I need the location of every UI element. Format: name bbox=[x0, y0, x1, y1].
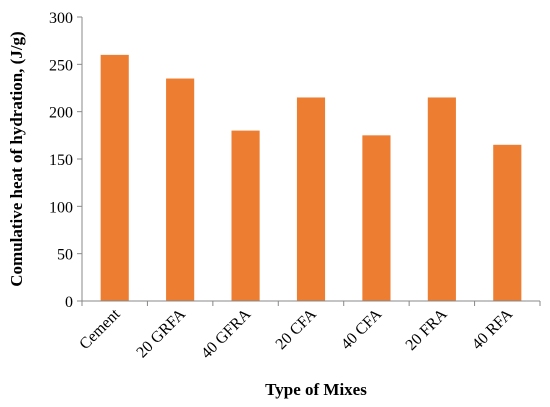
x-tick-label: 20 GRFA bbox=[133, 305, 189, 361]
x-axis-ticks: Cement 20 GRFA 40 GFRA 20 CFA 40 CFA 20 FRA 40… bbox=[76, 301, 541, 362]
x-tick-label: 40 GFRA bbox=[198, 305, 255, 362]
bar-20-grfa bbox=[166, 78, 195, 302]
bar-20-cfa bbox=[296, 97, 326, 301]
y-tick-label: 100 bbox=[49, 199, 73, 216]
y-tick-label: 300 bbox=[49, 10, 73, 27]
y-tick-label: 250 bbox=[49, 57, 73, 74]
y-tick-label: 0 bbox=[65, 294, 73, 311]
bar-20-fra bbox=[427, 97, 456, 301]
bar-cement bbox=[100, 54, 129, 301]
x-tick-label: 20 CFA bbox=[272, 305, 320, 353]
x-tick-label: Cement bbox=[76, 305, 124, 353]
x-tick-label: 40 CFA bbox=[338, 305, 386, 353]
x-tick-label: 40 RFA bbox=[469, 305, 517, 353]
bar-40-cfa bbox=[362, 135, 391, 301]
y-tick-label: 200 bbox=[49, 105, 73, 122]
x-axis-title: Type of Mixes bbox=[265, 380, 367, 399]
y-axis-title: Comulative heat of hydration, (J/g) bbox=[7, 31, 26, 286]
y-tick-label: 150 bbox=[49, 152, 73, 169]
y-axis-ticks: 0 50 100 150 200 250 300 bbox=[49, 10, 82, 311]
bar-40-rfa bbox=[493, 144, 522, 301]
y-tick-label: 50 bbox=[57, 247, 73, 264]
bar-40-gfra bbox=[231, 130, 260, 301]
bars bbox=[100, 54, 522, 302]
x-tick-label: 20 FRA bbox=[403, 305, 451, 353]
